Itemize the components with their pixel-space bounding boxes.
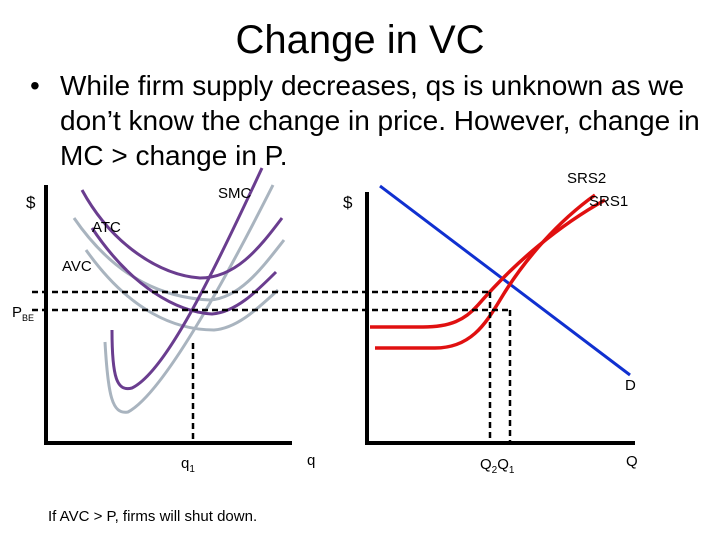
firm-y-axis-label: $ — [26, 193, 36, 212]
firm-axes — [44, 185, 292, 445]
price-break-even-label: PBE — [12, 304, 34, 327]
smc-label: SMC — [218, 185, 252, 202]
avc-label: AVC — [62, 258, 92, 275]
old-smc-curve — [103, 184, 275, 414]
q1-firm-label: q1 — [181, 455, 195, 479]
q1-main: q — [181, 455, 190, 472]
new-atc-curve — [80, 189, 284, 280]
q1-market-main: Q — [497, 456, 509, 473]
q2-sub: 2 — [491, 465, 498, 476]
atc-label: ATC — [92, 219, 121, 236]
demand-label: D — [625, 377, 636, 394]
market-y-axis-label: $ — [343, 193, 353, 212]
guide-lines — [32, 290, 512, 443]
slide-title: Change in VC — [235, 18, 485, 62]
pbe-sub: BE — [22, 313, 35, 323]
market-axes — [365, 192, 635, 445]
q1-market-sub: 1 — [508, 465, 515, 476]
market-x-axis-label: Q — [626, 453, 638, 470]
srs2-label: SRS2 — [567, 170, 607, 187]
bullet-text: While firm supply decreases, qs is unkno… — [60, 70, 700, 171]
footnote: If AVC > P, firms will shut down. — [48, 508, 258, 525]
srs1-curve — [370, 198, 606, 329]
pbe-main: P — [12, 304, 23, 321]
q2-q1-market-label: Q2Q1 — [480, 456, 514, 480]
new-cost-curves — [80, 167, 284, 391]
srs2-curve — [375, 193, 597, 350]
firm-x-axis-label: q — [307, 452, 316, 469]
q2-main: Q — [480, 456, 492, 473]
new-smc-curve — [110, 167, 264, 391]
supply-curves — [370, 193, 606, 350]
new-avc-curve — [90, 227, 278, 316]
q1-sub: 1 — [189, 464, 195, 475]
bullet-marker: • — [30, 70, 40, 101]
old-atc-curve — [72, 217, 286, 302]
demand-curve — [379, 184, 631, 377]
srs1-label: SRS1 — [589, 193, 629, 210]
